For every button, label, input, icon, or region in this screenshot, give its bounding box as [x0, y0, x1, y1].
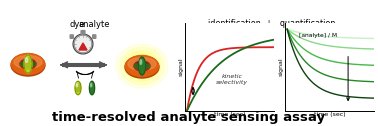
Ellipse shape	[116, 44, 168, 88]
Ellipse shape	[124, 51, 160, 81]
Ellipse shape	[22, 60, 34, 67]
Ellipse shape	[134, 61, 150, 71]
Ellipse shape	[138, 57, 146, 75]
FancyBboxPatch shape	[81, 31, 85, 35]
Ellipse shape	[75, 90, 81, 92]
Ellipse shape	[25, 61, 31, 63]
Ellipse shape	[120, 47, 164, 85]
FancyBboxPatch shape	[70, 35, 73, 38]
Ellipse shape	[75, 88, 81, 90]
Ellipse shape	[25, 57, 28, 62]
Ellipse shape	[20, 59, 36, 69]
X-axis label: time (sec): time (sec)	[314, 112, 345, 117]
Text: time-resolved analyte sensing assay: time-resolved analyte sensing assay	[53, 111, 325, 124]
Ellipse shape	[25, 64, 31, 66]
Ellipse shape	[128, 57, 156, 71]
Ellipse shape	[125, 56, 159, 78]
Ellipse shape	[76, 83, 78, 87]
Ellipse shape	[75, 81, 81, 95]
Ellipse shape	[25, 67, 31, 69]
Text: identification  +   quantification: identification + quantification	[208, 19, 336, 28]
Ellipse shape	[11, 54, 45, 74]
Ellipse shape	[14, 55, 42, 69]
Polygon shape	[79, 43, 87, 50]
FancyBboxPatch shape	[93, 35, 96, 38]
Y-axis label: signal: signal	[179, 57, 184, 76]
Circle shape	[73, 34, 93, 54]
Ellipse shape	[75, 83, 81, 85]
Text: analyte: analyte	[78, 20, 110, 29]
Ellipse shape	[11, 54, 45, 76]
Text: kinetic
selectivity: kinetic selectivity	[216, 74, 248, 85]
Y-axis label: signal: signal	[279, 57, 284, 76]
Ellipse shape	[75, 86, 81, 87]
Ellipse shape	[136, 62, 148, 69]
Ellipse shape	[125, 55, 158, 76]
Ellipse shape	[24, 55, 32, 73]
Ellipse shape	[134, 64, 150, 69]
Ellipse shape	[128, 54, 156, 78]
Ellipse shape	[140, 59, 142, 65]
Text: dye: dye	[69, 20, 85, 29]
Ellipse shape	[89, 81, 94, 95]
Ellipse shape	[20, 61, 36, 67]
Circle shape	[74, 35, 92, 53]
Text: [analyte] / M: [analyte] / M	[299, 33, 337, 38]
Ellipse shape	[90, 83, 92, 87]
X-axis label: time (sec): time (sec)	[214, 112, 245, 117]
Ellipse shape	[25, 58, 31, 60]
